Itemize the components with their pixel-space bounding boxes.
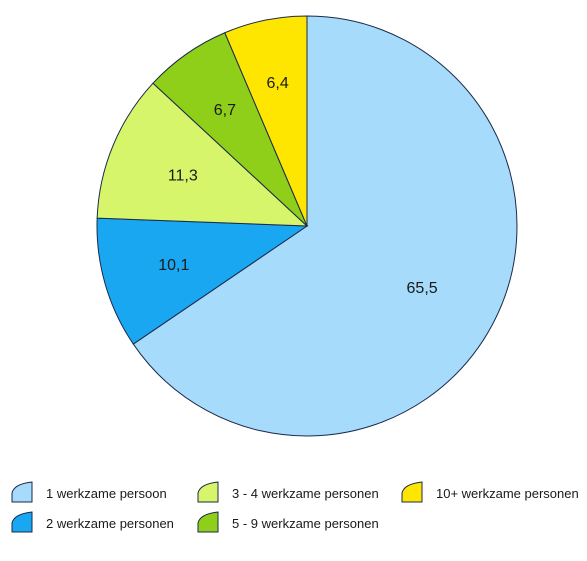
- legend-swatch-2-werkzame-personen: [12, 512, 32, 532]
- legend-label-1-werkzame-persoon: 1 werkzame persoon: [46, 486, 167, 501]
- data-label-2-werkzame-personen: 10,1: [158, 257, 189, 274]
- legend-swatch-5-9-werkzame-personen: [198, 512, 218, 532]
- data-label-10plus-werkzame-personen: 6,4: [266, 75, 288, 92]
- legend-swatch-1-werkzame-persoon: [12, 482, 32, 502]
- legend-label-3-4-werkzame-personen: 3 - 4 werkzame personen: [232, 486, 379, 501]
- data-label-5-9-werkzame-personen: 6,7: [214, 102, 236, 119]
- data-label-3-4-werkzame-personen: 11,3: [168, 168, 198, 185]
- legend-swatch-10plus-werkzame-personen: [402, 482, 422, 502]
- legend-label-5-9-werkzame-personen: 5 - 9 werkzame personen: [232, 516, 379, 531]
- legend-swatch-3-4-werkzame-personen: [198, 482, 218, 502]
- legend: 1 werkzame persoon 2 werkzame personen 3 -…: [12, 482, 579, 532]
- data-label-1-werkzame-persoon: 65,5: [407, 280, 438, 297]
- legend-label-2-werkzame-personen: 2 werkzame personen: [46, 516, 174, 531]
- pie-slices: [97, 16, 517, 436]
- legend-label-10plus-werkzame-personen: 10+ werkzame personen: [436, 486, 579, 501]
